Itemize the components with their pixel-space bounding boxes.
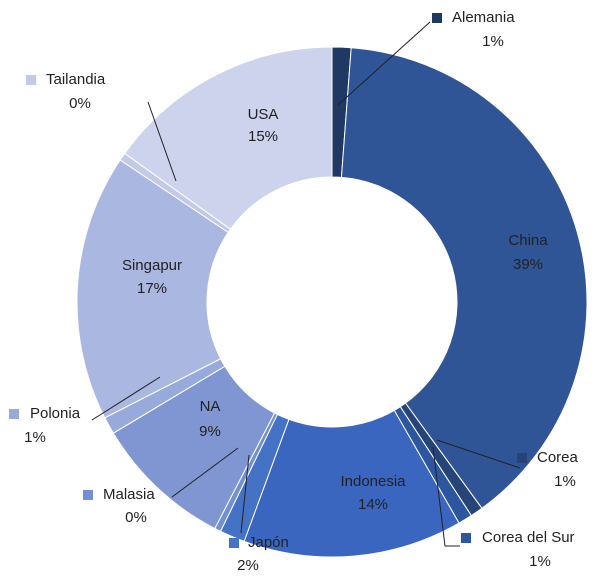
slice-value-label: 14% [358, 496, 388, 513]
slice-label: Malasia [103, 486, 155, 503]
slice-label: USA [248, 106, 279, 123]
slice-value-label: 17% [137, 280, 167, 297]
slice-label: China [508, 232, 548, 249]
legend-swatch [83, 490, 93, 500]
leader-line [240, 454, 250, 534]
legend-swatch [517, 453, 527, 463]
leader-line [436, 439, 521, 469]
slice-label: Japón [248, 534, 289, 551]
slice [243, 409, 460, 558]
slice [340, 47, 588, 509]
slice-value-label: 1% [24, 429, 46, 446]
slice-value-label: 15% [248, 128, 278, 145]
slice-value-label: 2% [237, 557, 259, 574]
legend-swatch [461, 533, 471, 543]
slice-label: Polonia [30, 405, 81, 422]
slice-value-label: 0% [125, 509, 147, 526]
slice-value-label: 0% [69, 95, 91, 112]
leader-line [171, 447, 239, 498]
slice-value-label: 39% [513, 256, 543, 273]
leader-line [91, 376, 161, 421]
slice-label: Corea del Sur [482, 529, 575, 546]
leader-line [432, 446, 460, 547]
slice [76, 159, 229, 419]
slice-label: Alemania [452, 9, 515, 26]
slice-label: NA [200, 398, 221, 415]
slice-label: Singapur [122, 257, 182, 274]
slice-label: Tailandia [46, 71, 106, 88]
slice-label: Corea [537, 449, 579, 466]
slice-value-label: 1% [482, 33, 504, 50]
legend-swatch [432, 13, 442, 23]
slice-value-label: 1% [554, 473, 576, 490]
legend-swatch [26, 75, 36, 85]
slice-label: Indonesia [340, 473, 406, 490]
slice [124, 46, 333, 230]
leader-line [147, 101, 177, 182]
legend-swatch [229, 538, 239, 548]
slice-value-label: 9% [199, 423, 221, 440]
slice-value-label: 1% [529, 553, 551, 570]
legend-swatch [9, 409, 19, 419]
leader-line [337, 21, 431, 106]
